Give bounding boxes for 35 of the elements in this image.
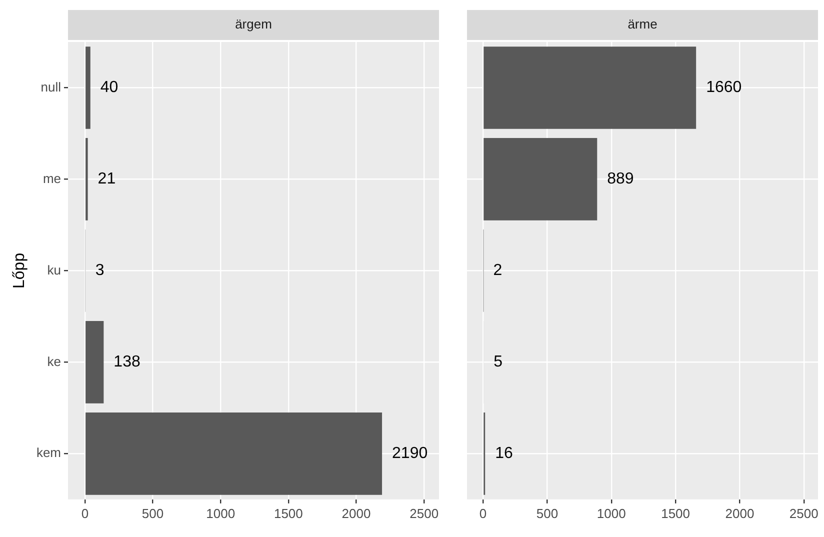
x-tick-label: 1500 [274, 506, 303, 521]
data-label: 5 [494, 354, 503, 371]
data-label: 889 [607, 170, 634, 188]
chart-title: ärgem [235, 16, 272, 32]
x-tick-label: 2000 [725, 506, 754, 521]
bar [86, 412, 382, 495]
x-tick-label: 0 [479, 506, 487, 521]
x-tick-label: 0 [81, 506, 89, 521]
x-tick-label: 2500 [410, 506, 439, 521]
data-label: 1660 [706, 79, 742, 96]
x-tick-label: 500 [142, 506, 164, 521]
y-tick-label: ku [47, 262, 61, 278]
data-label: 3 [95, 262, 104, 280]
bar [484, 138, 598, 220]
data-label: 2 [493, 262, 502, 280]
bar [484, 46, 696, 129]
x-tick-label: 1500 [661, 506, 690, 521]
bar [86, 321, 104, 404]
x-tick-label: 1000 [206, 506, 236, 521]
x-tick-label: 500 [536, 506, 558, 521]
data-label: 40 [100, 79, 118, 96]
bar [86, 46, 90, 129]
data-label: 16 [495, 445, 513, 462]
y-tick-label: me [42, 170, 61, 186]
chart-title: ärme [628, 16, 658, 32]
y-tick-label: null [40, 79, 62, 94]
x-tick-label: 2500 [789, 506, 818, 521]
x-tick-label: 2000 [342, 506, 371, 521]
y-axis-title: Lőpp [11, 252, 28, 288]
y-tick-label: kem [36, 445, 61, 460]
data-label: 138 [114, 354, 140, 371]
x-tick-label: 1000 [596, 506, 626, 521]
y-tick-label: ke [47, 354, 61, 369]
data-label: 2190 [392, 445, 428, 462]
data-label: 21 [98, 170, 116, 188]
